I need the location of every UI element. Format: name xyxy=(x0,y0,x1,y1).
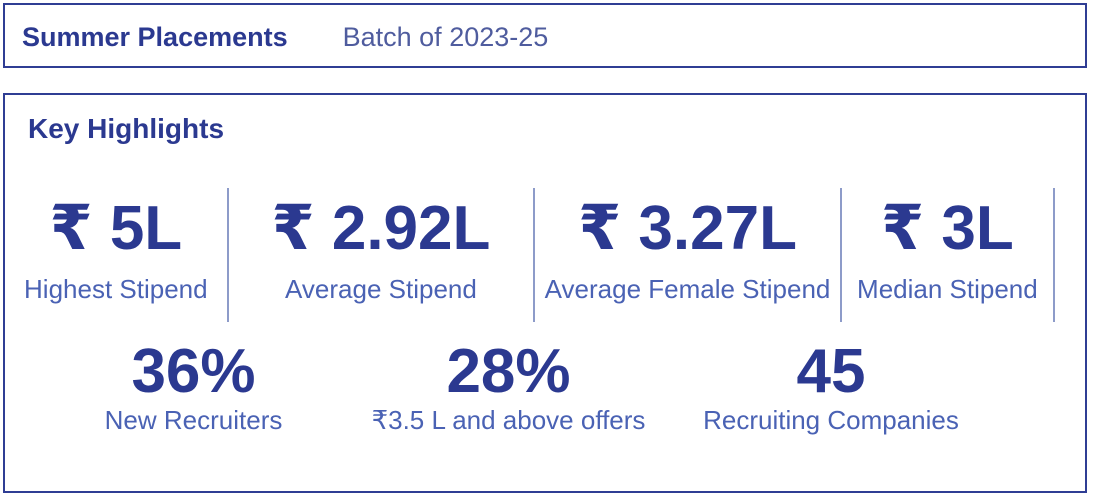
stat-value: 45 xyxy=(796,337,866,406)
stat-new-recruiters: 36% New Recruiters xyxy=(38,337,349,435)
stat-label: Average Stipend xyxy=(285,274,477,304)
stat-median-stipend: ₹ 3L Median Stipend xyxy=(842,188,1055,322)
stat-value: 36% xyxy=(131,337,256,406)
key-highlights-panel: Key Highlights ₹ 5L Highest Stipend ₹ 2.… xyxy=(3,93,1087,493)
stat-label: Median Stipend xyxy=(857,274,1038,304)
report-title: Summer Placements xyxy=(22,21,288,52)
stat-average-stipend: ₹ 2.92L Average Stipend xyxy=(229,188,536,322)
stat-label: New Recruiters xyxy=(104,405,283,435)
stat-row-stipends: ₹ 5L Highest Stipend ₹ 2.92L Average Sti… xyxy=(5,188,1055,322)
stat-value: 28% xyxy=(446,337,571,406)
stat-label: ₹3.5 L and above offers xyxy=(371,405,646,435)
stat-value: ₹ 3.27L xyxy=(578,194,797,263)
stat-value: ₹ 3L xyxy=(881,194,1014,263)
report-header: Summer Placements Batch of 2023-25 xyxy=(3,3,1087,68)
stat-value: ₹ 5L xyxy=(49,194,183,263)
stat-above-offers: 28% ₹3.5 L and above offers xyxy=(349,337,668,435)
stat-average-female-stipend: ₹ 3.27L Average Female Stipend xyxy=(535,188,842,322)
stat-highest-stipend: ₹ 5L Highest Stipend xyxy=(5,188,229,322)
batch-label: Batch of 2023-25 xyxy=(342,21,549,52)
stat-recruiting-companies: 45 Recruiting Companies xyxy=(668,337,994,435)
stat-row-recruiters: 36% New Recruiters 28% ₹3.5 L and above … xyxy=(38,337,994,435)
section-title: Key Highlights xyxy=(28,113,225,144)
stat-label: Recruiting Companies xyxy=(703,405,959,435)
stat-value: ₹ 2.92L xyxy=(271,194,491,263)
stat-label: Highest Stipend xyxy=(24,274,208,304)
stat-label: Average Female Stipend xyxy=(544,274,831,304)
